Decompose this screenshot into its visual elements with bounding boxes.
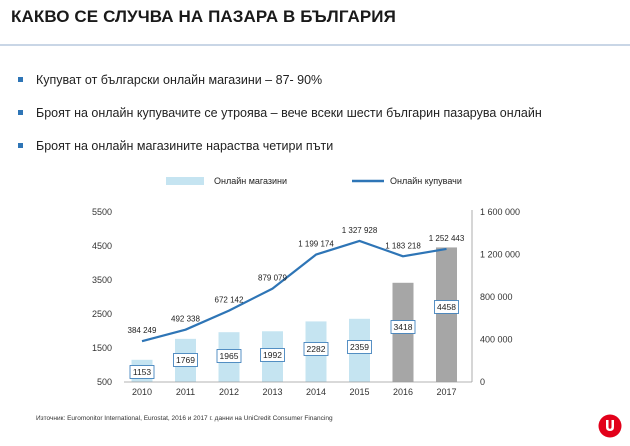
bar-value-label-box <box>173 353 198 367</box>
left-axis-tick-label: 5500 <box>92 207 112 217</box>
page-title: КАКВО СЕ СЛУЧВА НА ПАЗАРА В БЪЛГАРИЯ <box>11 7 396 26</box>
bar-value-label-box <box>260 348 285 362</box>
bar-value-label-box <box>303 342 329 356</box>
line-value-label: 1 327 928 <box>342 226 378 235</box>
chart-legend: Онлайн магазини Онлайн купувачи <box>166 176 462 186</box>
x-axis-tick-label: 2017 <box>436 387 456 397</box>
bar <box>436 247 457 382</box>
bullet-icon <box>18 77 23 82</box>
bar-series: 1153 1769 1965 1992 2282 2359 3418 4458 <box>129 247 459 382</box>
line-value-label: 384 249 <box>128 326 157 335</box>
x-axis-tick-label: 2010 <box>132 387 152 397</box>
right-axis-tick-label: 1 600 000 <box>480 207 520 217</box>
legend-line-label: Онлайн купувачи <box>390 176 462 186</box>
line-series: 384 249 492 338 672 142 879 079 1 199 174 1 3… <box>128 226 465 343</box>
left-axis-tick-label: 4500 <box>92 241 112 251</box>
right-axis-tick-label: 400 000 <box>480 335 513 345</box>
legend-bar-label: Онлайн магазини <box>214 176 287 186</box>
bar-value-label-box <box>434 300 459 314</box>
left-axis: 500 1500 2500 3500 4500 5500 <box>92 207 112 387</box>
right-axis-tick-label: 800 000 <box>480 292 513 302</box>
legend-bar-swatch <box>166 177 204 185</box>
line-value-label: 672 142 <box>215 296 244 305</box>
x-axis-tick-label: 2014 <box>306 387 326 397</box>
x-axis-tick-label: 2016 <box>393 387 413 397</box>
x-axis-tick-label: 2011 <box>176 387 195 397</box>
bar-value-label-box <box>129 365 155 379</box>
line-value-label: 1 252 443 <box>429 234 465 243</box>
line-path <box>141 239 447 343</box>
left-axis-tick-label: 500 <box>97 377 112 387</box>
line-value-label: 1 199 174 <box>298 240 334 249</box>
bullet-list: Купуват от български онлайн магазини – 8… <box>18 72 542 171</box>
left-axis-tick-label: 3500 <box>92 275 112 285</box>
bullet-icon <box>18 110 23 115</box>
bullet-text: Броят на онлайн магазините нараства чети… <box>36 139 334 153</box>
line-value-label: 1 183 218 <box>385 241 421 250</box>
right-axis-tick-label: 0 <box>480 377 485 387</box>
left-axis-tick-label: 2500 <box>92 309 112 319</box>
bar-value-label: 2359 <box>350 342 369 352</box>
source-note: Източник: Euromonitor International, Eur… <box>36 415 333 422</box>
bullet-item: Броят на онлайн магазините нараства чети… <box>18 138 542 171</box>
combo-chart: Онлайн магазини Онлайн купувачи 500 1500 2… <box>92 176 520 397</box>
line-value-label: 879 079 <box>258 274 287 283</box>
bullet-item: Купуват от български онлайн магазини – 8… <box>18 72 542 105</box>
bullet-text: Броят на онлайн купувачите се утроява – … <box>36 106 542 120</box>
bar-value-label: 1992 <box>263 350 282 360</box>
bar-value-label: 1769 <box>176 355 195 365</box>
bullet-icon <box>18 143 23 148</box>
right-axis-tick-label: 1 200 000 <box>480 250 520 260</box>
bar-value-label-box <box>347 340 372 354</box>
bar-value-label: 1965 <box>220 351 239 361</box>
bar-value-label: 3418 <box>394 322 413 332</box>
x-axis: 2010 2011 2012 2013 2014 2015 2016 2017 <box>124 381 472 397</box>
x-axis-tick-label: 2013 <box>262 387 282 397</box>
right-axis: 0 400 000 800 000 1 200 000 1 600 000 <box>471 207 520 387</box>
bar-value-label: 4458 <box>437 302 456 312</box>
bar-value-label-box <box>390 320 416 334</box>
bar-value-label: 2282 <box>307 344 326 354</box>
bullet-text: Купуват от български онлайн магазини – 8… <box>36 73 323 87</box>
bar-value-label-box <box>216 349 242 363</box>
unicredit-logo-icon <box>598 414 622 438</box>
x-axis-tick-label: 2015 <box>349 387 369 397</box>
title-divider <box>0 44 630 46</box>
line-value-label: 492 338 <box>171 315 200 324</box>
x-axis-tick-label: 2012 <box>219 387 239 397</box>
bar-value-label: 1153 <box>133 367 152 377</box>
left-axis-tick-label: 1500 <box>92 343 112 353</box>
bullet-item: Броят на онлайн купувачите се утроява – … <box>18 105 542 138</box>
